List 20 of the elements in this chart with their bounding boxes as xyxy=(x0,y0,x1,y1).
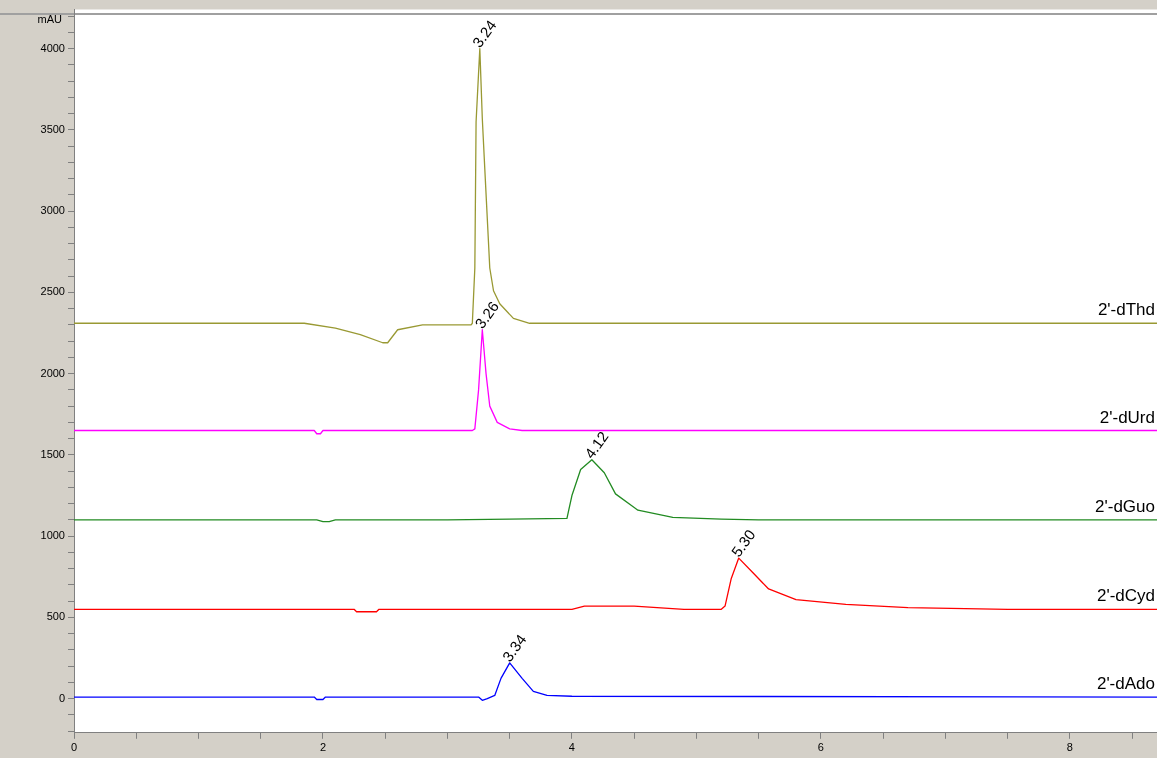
y-axis-title: mAU xyxy=(37,12,63,25)
series-label: 2'-dCyd xyxy=(1096,586,1155,606)
y-tick-label: 500 xyxy=(46,610,65,623)
y-tick-label: 1000 xyxy=(40,529,65,542)
y-tick-label: 2000 xyxy=(40,366,65,379)
y-tick-label: 3500 xyxy=(40,122,65,135)
y-tick-label: 1500 xyxy=(40,447,65,460)
x-tick-label: 4 xyxy=(568,741,575,754)
series-label: 2'-dUrd xyxy=(1099,407,1155,427)
x-tick-label: 0 xyxy=(70,741,78,754)
series-label: 2'-dAdo xyxy=(1096,674,1155,694)
y-tick-label: 4000 xyxy=(40,41,65,54)
y-tick-label: 0 xyxy=(58,691,65,704)
x-tick-label: 2 xyxy=(319,741,327,754)
series-label: 2'-dThd xyxy=(1097,300,1155,320)
y-tick-label: 2500 xyxy=(40,285,65,298)
series-label: 2'-dGuo xyxy=(1095,497,1155,517)
y-tick-label: 3000 xyxy=(40,204,65,217)
x-tick-label: 6 xyxy=(817,741,824,754)
x-tick-label: 8 xyxy=(1066,741,1073,754)
